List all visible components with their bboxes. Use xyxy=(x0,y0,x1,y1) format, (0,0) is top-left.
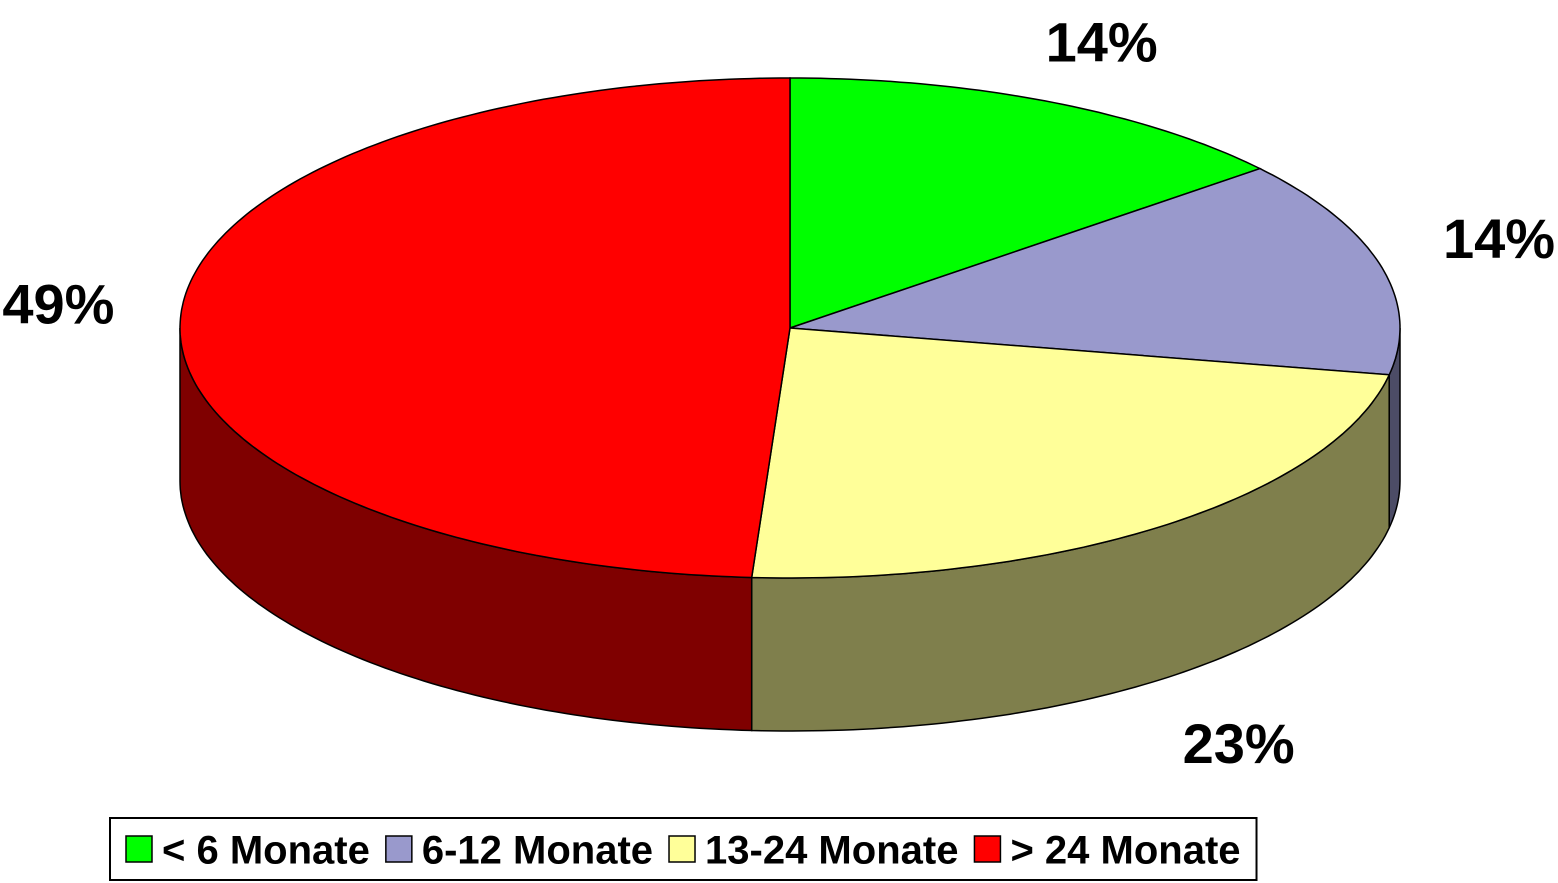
legend-swatch xyxy=(973,835,1002,863)
data-label: 23% xyxy=(1183,712,1295,775)
data-label: 49% xyxy=(2,272,114,335)
slice xyxy=(789,167,1401,376)
slice xyxy=(179,77,791,579)
slice xyxy=(750,327,1391,579)
legend-swatch xyxy=(385,835,413,863)
data-label: 14% xyxy=(1046,10,1158,73)
legend-swatch xyxy=(668,835,696,863)
legend-swatch xyxy=(125,835,153,863)
legend-label: 13-24 Monate xyxy=(705,829,958,873)
legend-label: 6-12 Monate xyxy=(422,829,653,873)
slice xyxy=(789,77,1262,330)
legend-label: > 24 Monate xyxy=(1010,829,1240,873)
data-label: 14% xyxy=(1443,207,1555,270)
legend-label: < 6 Monate xyxy=(162,829,370,873)
